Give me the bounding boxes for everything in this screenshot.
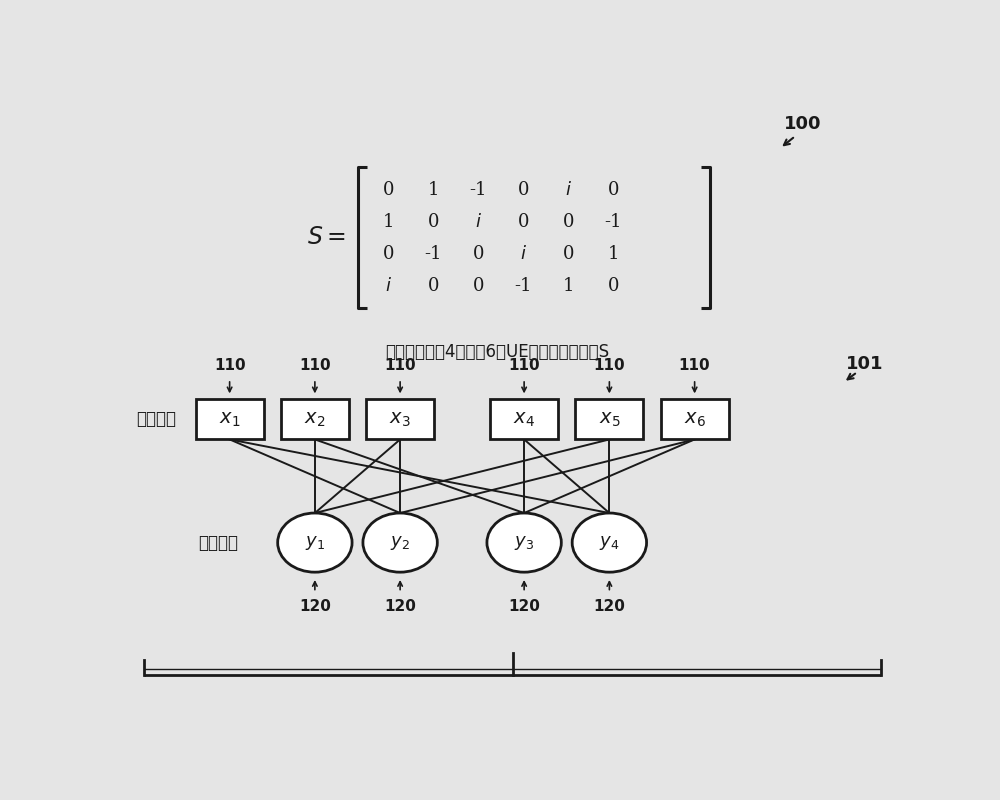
Text: $y_3$: $y_3$ bbox=[514, 534, 534, 552]
Text: $i$: $i$ bbox=[475, 213, 482, 230]
Text: -1: -1 bbox=[515, 277, 532, 294]
Text: 1: 1 bbox=[428, 181, 439, 198]
Text: $y_2$: $y_2$ bbox=[390, 534, 410, 552]
Bar bbox=[490, 399, 558, 439]
Text: 120: 120 bbox=[299, 598, 331, 614]
Text: 120: 120 bbox=[508, 598, 540, 614]
Text: 100: 100 bbox=[784, 114, 822, 133]
Text: 101: 101 bbox=[846, 355, 884, 373]
Text: -1: -1 bbox=[425, 245, 442, 262]
Text: 具有扩频因各4和多达6个UE复用的扩频矩阵S: 具有扩频因各4和多达6个UE复用的扩频矩阵S bbox=[385, 342, 609, 361]
Ellipse shape bbox=[572, 513, 647, 572]
Text: 0: 0 bbox=[518, 181, 529, 198]
Text: $x_6$: $x_6$ bbox=[684, 410, 706, 429]
Text: 变量节点: 变量节点 bbox=[136, 410, 176, 429]
Text: 0: 0 bbox=[473, 277, 484, 294]
Ellipse shape bbox=[363, 513, 437, 572]
Bar bbox=[661, 399, 729, 439]
Bar bbox=[281, 399, 349, 439]
Text: 110: 110 bbox=[214, 358, 245, 373]
Text: 110: 110 bbox=[299, 358, 331, 373]
Text: 0: 0 bbox=[518, 213, 529, 230]
Bar bbox=[196, 399, 264, 439]
Text: 0: 0 bbox=[608, 181, 619, 198]
Text: 0: 0 bbox=[608, 277, 619, 294]
Text: 功能节点: 功能节点 bbox=[198, 534, 238, 552]
Text: 1: 1 bbox=[383, 213, 394, 230]
Text: 0: 0 bbox=[473, 245, 484, 262]
Text: $x_4$: $x_4$ bbox=[513, 410, 535, 429]
Text: $y_4$: $y_4$ bbox=[599, 534, 620, 552]
Text: $i$: $i$ bbox=[520, 245, 527, 262]
Bar bbox=[366, 399, 434, 439]
Text: -1: -1 bbox=[604, 213, 622, 230]
Text: $i$: $i$ bbox=[565, 181, 572, 198]
Text: $x_5$: $x_5$ bbox=[599, 410, 620, 429]
Text: 0: 0 bbox=[563, 245, 574, 262]
Text: 0: 0 bbox=[383, 245, 394, 262]
Ellipse shape bbox=[487, 513, 561, 572]
Text: 0: 0 bbox=[428, 277, 439, 294]
Text: 110: 110 bbox=[384, 358, 416, 373]
Text: 110: 110 bbox=[679, 358, 710, 373]
Text: 1: 1 bbox=[563, 277, 574, 294]
Text: $x_2$: $x_2$ bbox=[304, 410, 326, 429]
Text: 0: 0 bbox=[563, 213, 574, 230]
Ellipse shape bbox=[278, 513, 352, 572]
Text: -1: -1 bbox=[470, 181, 487, 198]
Text: $x_1$: $x_1$ bbox=[219, 410, 240, 429]
Text: $S=$: $S=$ bbox=[307, 226, 346, 249]
Text: 1: 1 bbox=[608, 245, 619, 262]
Text: 110: 110 bbox=[508, 358, 540, 373]
Text: $y_1$: $y_1$ bbox=[305, 534, 325, 552]
Text: 0: 0 bbox=[383, 181, 394, 198]
Text: 110: 110 bbox=[594, 358, 625, 373]
Bar bbox=[575, 399, 643, 439]
Text: 120: 120 bbox=[384, 598, 416, 614]
Text: 120: 120 bbox=[593, 598, 625, 614]
Text: $x_3$: $x_3$ bbox=[389, 410, 411, 429]
Text: 0: 0 bbox=[428, 213, 439, 230]
Text: $i$: $i$ bbox=[385, 277, 392, 294]
